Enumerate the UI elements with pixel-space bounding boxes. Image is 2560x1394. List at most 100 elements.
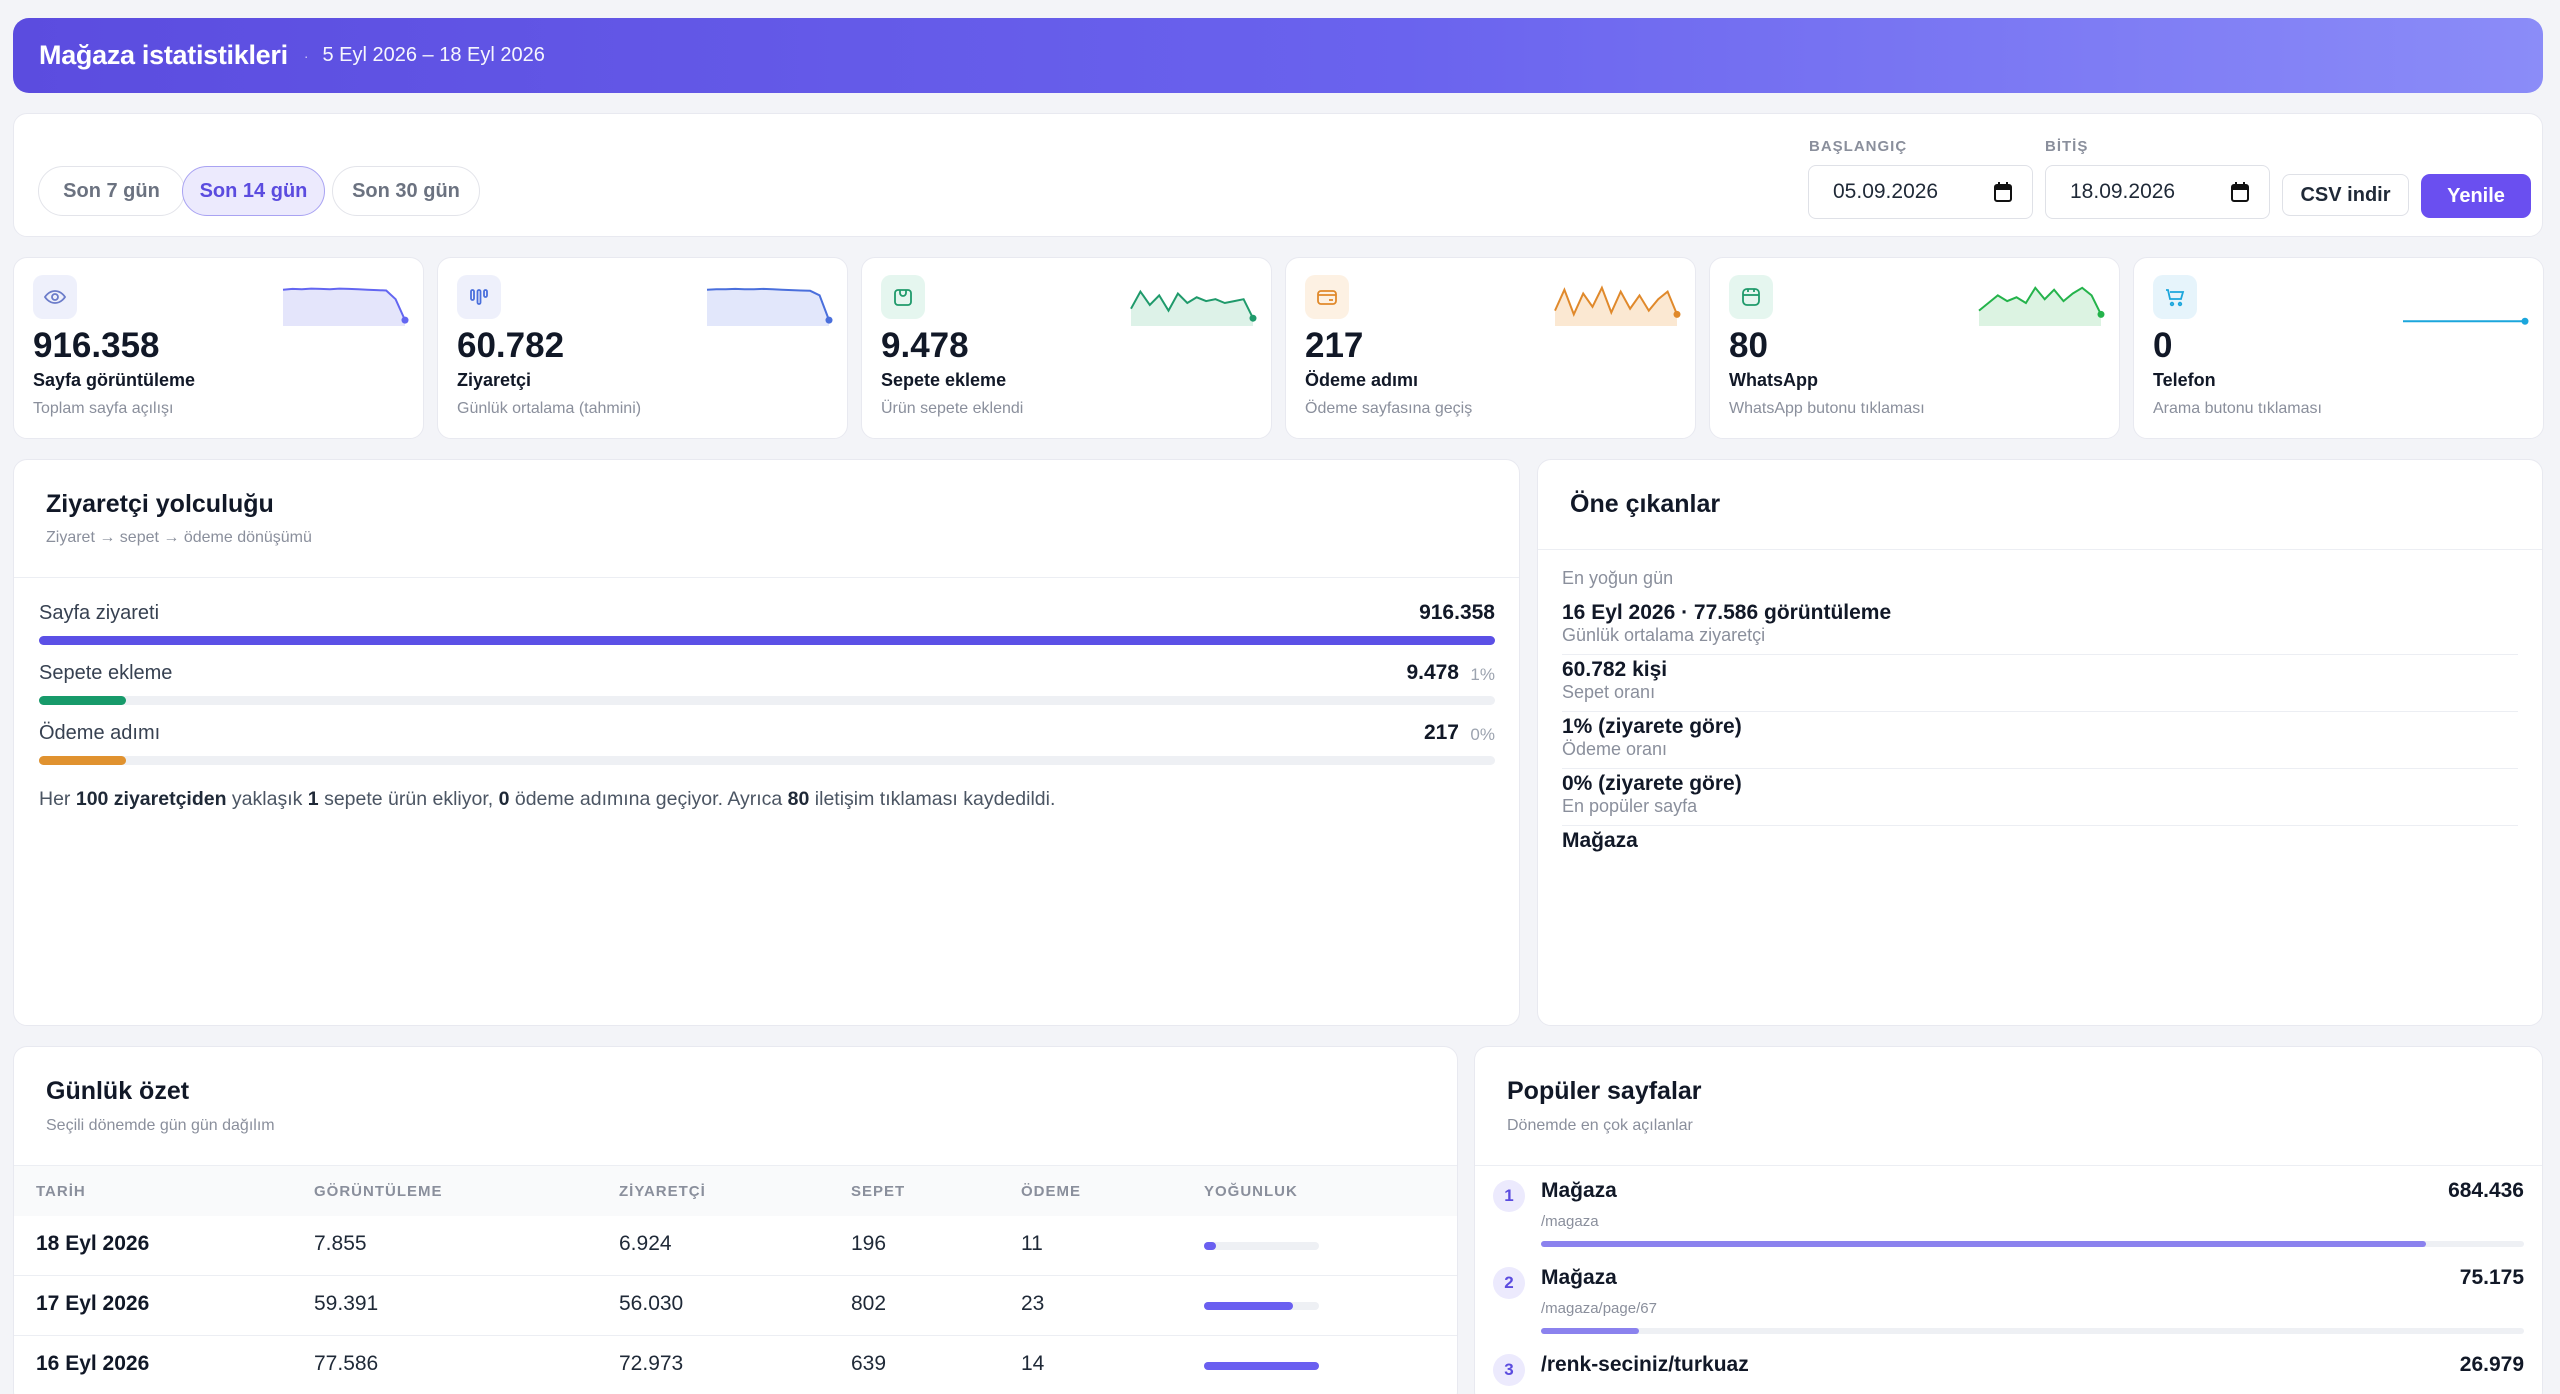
kpi-subtitle: Ürün sepete eklendi — [881, 400, 1024, 417]
eye-icon — [33, 275, 77, 319]
cell-cart: 802 — [851, 1292, 887, 1315]
cell-checkout: 14 — [1021, 1352, 1045, 1375]
sparkline-area — [283, 288, 405, 326]
calendar-icon[interactable] — [2231, 182, 2249, 202]
col-cart-header[interactable]: SEPET — [851, 1183, 906, 1200]
highlight-key: En yoğun gün — [1562, 568, 1674, 588]
cell-cart: 639 — [851, 1352, 887, 1375]
sparkline-line — [706, 287, 830, 321]
start-date-value: 05.09.2026 — [1833, 180, 1939, 203]
cell-visitors: 72.973 — [619, 1352, 684, 1375]
popular-page-bar — [1541, 1241, 2524, 1247]
kpi-label: WhatsApp — [1729, 370, 1818, 390]
popular-page-bar — [1541, 1328, 2524, 1334]
divider — [1538, 549, 2542, 550]
preset-7-days-button[interactable]: Son 7 gün — [38, 166, 185, 216]
preset-14-days-button[interactable]: Son 14 gün — [182, 166, 325, 216]
cell-date: 16 Eyl 2026 — [36, 1352, 150, 1375]
sparkline-end-point — [1673, 310, 1681, 318]
sparkline-line — [282, 287, 406, 321]
highlights-title: Öne çıkanlar — [1570, 490, 1721, 518]
cell-views: 59.391 — [314, 1292, 379, 1315]
kpi-label: Ödeme adımı — [1305, 370, 1419, 390]
funnel-note: Her 100 ziyaretçiden yaklaşık 1 sepete ü… — [39, 788, 1056, 810]
col-checkout-header[interactable]: ÖDEME — [1021, 1183, 1082, 1200]
popular-page-title[interactable]: /renk-seciniz/turkuaz — [1541, 1353, 1749, 1376]
sparkline — [706, 287, 833, 326]
calendar-icon[interactable] — [1994, 182, 2012, 202]
table-row — [14, 1276, 1457, 1336]
intensity-bar-fill — [1204, 1242, 1216, 1250]
popular-page-title[interactable]: Mağaza — [1541, 1266, 1617, 1289]
sparkline-end-point — [2097, 310, 2105, 318]
sparkline — [1978, 286, 2105, 326]
intensity-bar-fill — [1204, 1362, 1319, 1370]
refresh-button[interactable]: Yenile — [2421, 174, 2531, 218]
popular-page-views: 75.175 — [2459, 1266, 2524, 1289]
col-views-header[interactable]: GÖRÜNTÜLEME — [314, 1183, 443, 1200]
cell-date: 18 Eyl 2026 — [36, 1232, 150, 1255]
kpi-value: 916.358 — [33, 326, 160, 365]
kpi-value: 9.478 — [881, 326, 969, 365]
sparkline-area — [1131, 291, 1253, 326]
divider — [1562, 654, 2518, 655]
col-visitors-header[interactable]: ZİYARETÇİ — [619, 1183, 706, 1200]
kpi-subtitle: WhatsApp butonu tıklaması — [1729, 400, 1925, 417]
kpi-card-telefon: 0 Telefon Arama butonu tıklaması — [2133, 257, 2544, 439]
start-date-input[interactable]: 05.09.2026 — [1808, 165, 2033, 219]
sparkline-end-point — [2521, 317, 2529, 325]
preset-30-days-button[interactable]: Son 30 gün — [332, 166, 480, 216]
funnel-value-checkout: 217 — [1423, 721, 1459, 744]
sparkline-area — [1555, 287, 1677, 326]
page-header: Mağaza istatistikleri · 5 Eyl 2026 – 18 … — [13, 18, 2543, 93]
kpi-value: 217 — [1305, 326, 1364, 365]
funnel-bar-visits — [39, 636, 1495, 645]
divider — [1562, 825, 2518, 826]
end-date-input[interactable]: 18.09.2026 — [2045, 165, 2270, 219]
col-intensity-header[interactable]: YOĞUNLUK — [1204, 1183, 1298, 1200]
cart-icon — [881, 275, 925, 319]
highlight-value: 60.782 kişi — [1562, 658, 1668, 681]
funnel-panel: Ziyaretçi yolculuğu Ziyaret → sepet → öd… — [13, 459, 1520, 1026]
end-date-value: 18.09.2026 — [2070, 180, 2176, 203]
divider — [1562, 768, 2518, 769]
funnel-bar-cart — [39, 696, 1495, 705]
sparkline — [2403, 317, 2529, 325]
intensity-bar — [1204, 1242, 1319, 1250]
highlight-value: 16 Eyl 2026 · 77.586 görüntüleme — [1562, 601, 1892, 624]
kpi-card-ziyaret-i: 60.782 Ziyaretçi Günlük ortalama (tahmini) — [437, 257, 848, 439]
sparkline-line — [1130, 289, 1254, 319]
cell-checkout: 11 — [1021, 1232, 1043, 1255]
kpi-label: Telefon — [2153, 370, 2216, 390]
highlight-item: En yoğun gün 16 Eyl 2026 · 77.586 görüntü… — [1562, 568, 2518, 625]
sparkline-area — [1979, 287, 2101, 326]
sparkline-end-point — [401, 316, 409, 324]
popular-page-views: 684.436 — [2448, 1179, 2524, 1202]
popular-page-title[interactable]: Mağaza — [1541, 1179, 1617, 1202]
cell-cart: 196 — [851, 1232, 887, 1255]
funnel-pct-cart: 1% — [1470, 665, 1495, 684]
col-date-header[interactable]: TARİH — [36, 1183, 86, 1200]
start-date-label: BAŞLANGIÇ — [1809, 138, 1908, 155]
wallet-icon — [1305, 275, 1349, 319]
highlight-key: Sepet oranı — [1562, 682, 1656, 702]
sparkline-line — [1554, 285, 1678, 318]
kpi-card-sepete-ekleme: 9.478 Sepete ekleme Ürün sepete eklendi — [861, 257, 1272, 439]
csv-download-button[interactable]: CSV indir — [2282, 174, 2409, 216]
rank-badge: 2 — [1493, 1267, 1525, 1299]
highlight-value: 0% (ziyarete göre) — [1562, 772, 1742, 795]
sparkline-end-point — [825, 316, 833, 324]
highlight-item: Ödeme oranı 0% (ziyarete göre) — [1562, 739, 2518, 796]
cell-views: 7.855 — [314, 1232, 367, 1255]
kpi-subtitle: Toplam sayfa açılışı — [33, 400, 174, 417]
intensity-bar — [1204, 1362, 1319, 1370]
highlight-value: 1% (ziyarete göre) — [1562, 715, 1742, 738]
kpi-label: Sepete ekleme — [881, 370, 1007, 390]
kpi-card--deme-ad-m-: 217 Ödeme adımı Ödeme sayfasına geçiş — [1285, 257, 1696, 439]
highlight-key: En popüler sayfa — [1562, 796, 1698, 816]
kpi-subtitle: Günlük ortalama (tahmini) — [457, 400, 642, 417]
divider — [14, 1165, 1457, 1166]
highlight-item: Sepet oranı 1% (ziyarete göre) — [1562, 682, 2518, 739]
divider — [1475, 1165, 2542, 1166]
popular-subtitle: Dönemde en çok açılanlar — [1507, 1117, 1693, 1134]
